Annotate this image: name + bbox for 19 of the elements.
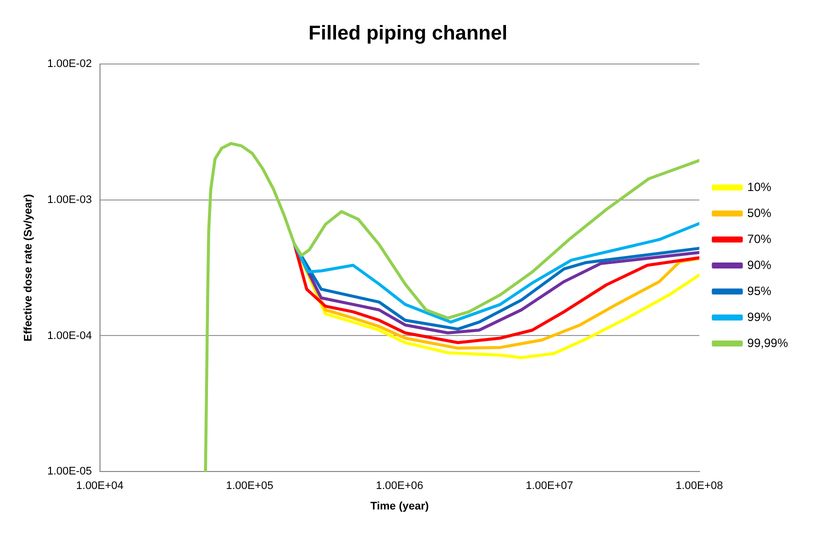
legend-label: 99% <box>747 310 772 324</box>
x-tick-label: 1.00E+06 <box>376 480 424 492</box>
legend-label: 10% <box>747 180 772 194</box>
x-tick-label: 1.00E+07 <box>526 480 574 492</box>
x-tick-label: 1.00E+08 <box>676 480 724 492</box>
x-tick-label: 1.00E+05 <box>226 480 274 492</box>
legend-label: 95% <box>747 284 772 298</box>
y-tick-label: 1.00E-05 <box>47 466 92 478</box>
legend-label: 90% <box>747 258 772 272</box>
legend-label: 50% <box>747 206 772 220</box>
y-tick-label: 1.00E-04 <box>47 330 92 342</box>
x-tick-label: 1.00E+04 <box>76 480 124 492</box>
x-axis-title: Time (year) <box>370 500 430 512</box>
y-tick-label: 1.00E-02 <box>47 58 92 70</box>
y-tick-label: 1.00E-03 <box>47 194 92 206</box>
y-axis-title: Effective dose rate (Sv/year) <box>22 194 35 342</box>
legend-label: 99,99% <box>747 336 788 350</box>
chart-title: Filled piping channel <box>308 22 508 45</box>
legend-label: 70% <box>747 232 772 246</box>
